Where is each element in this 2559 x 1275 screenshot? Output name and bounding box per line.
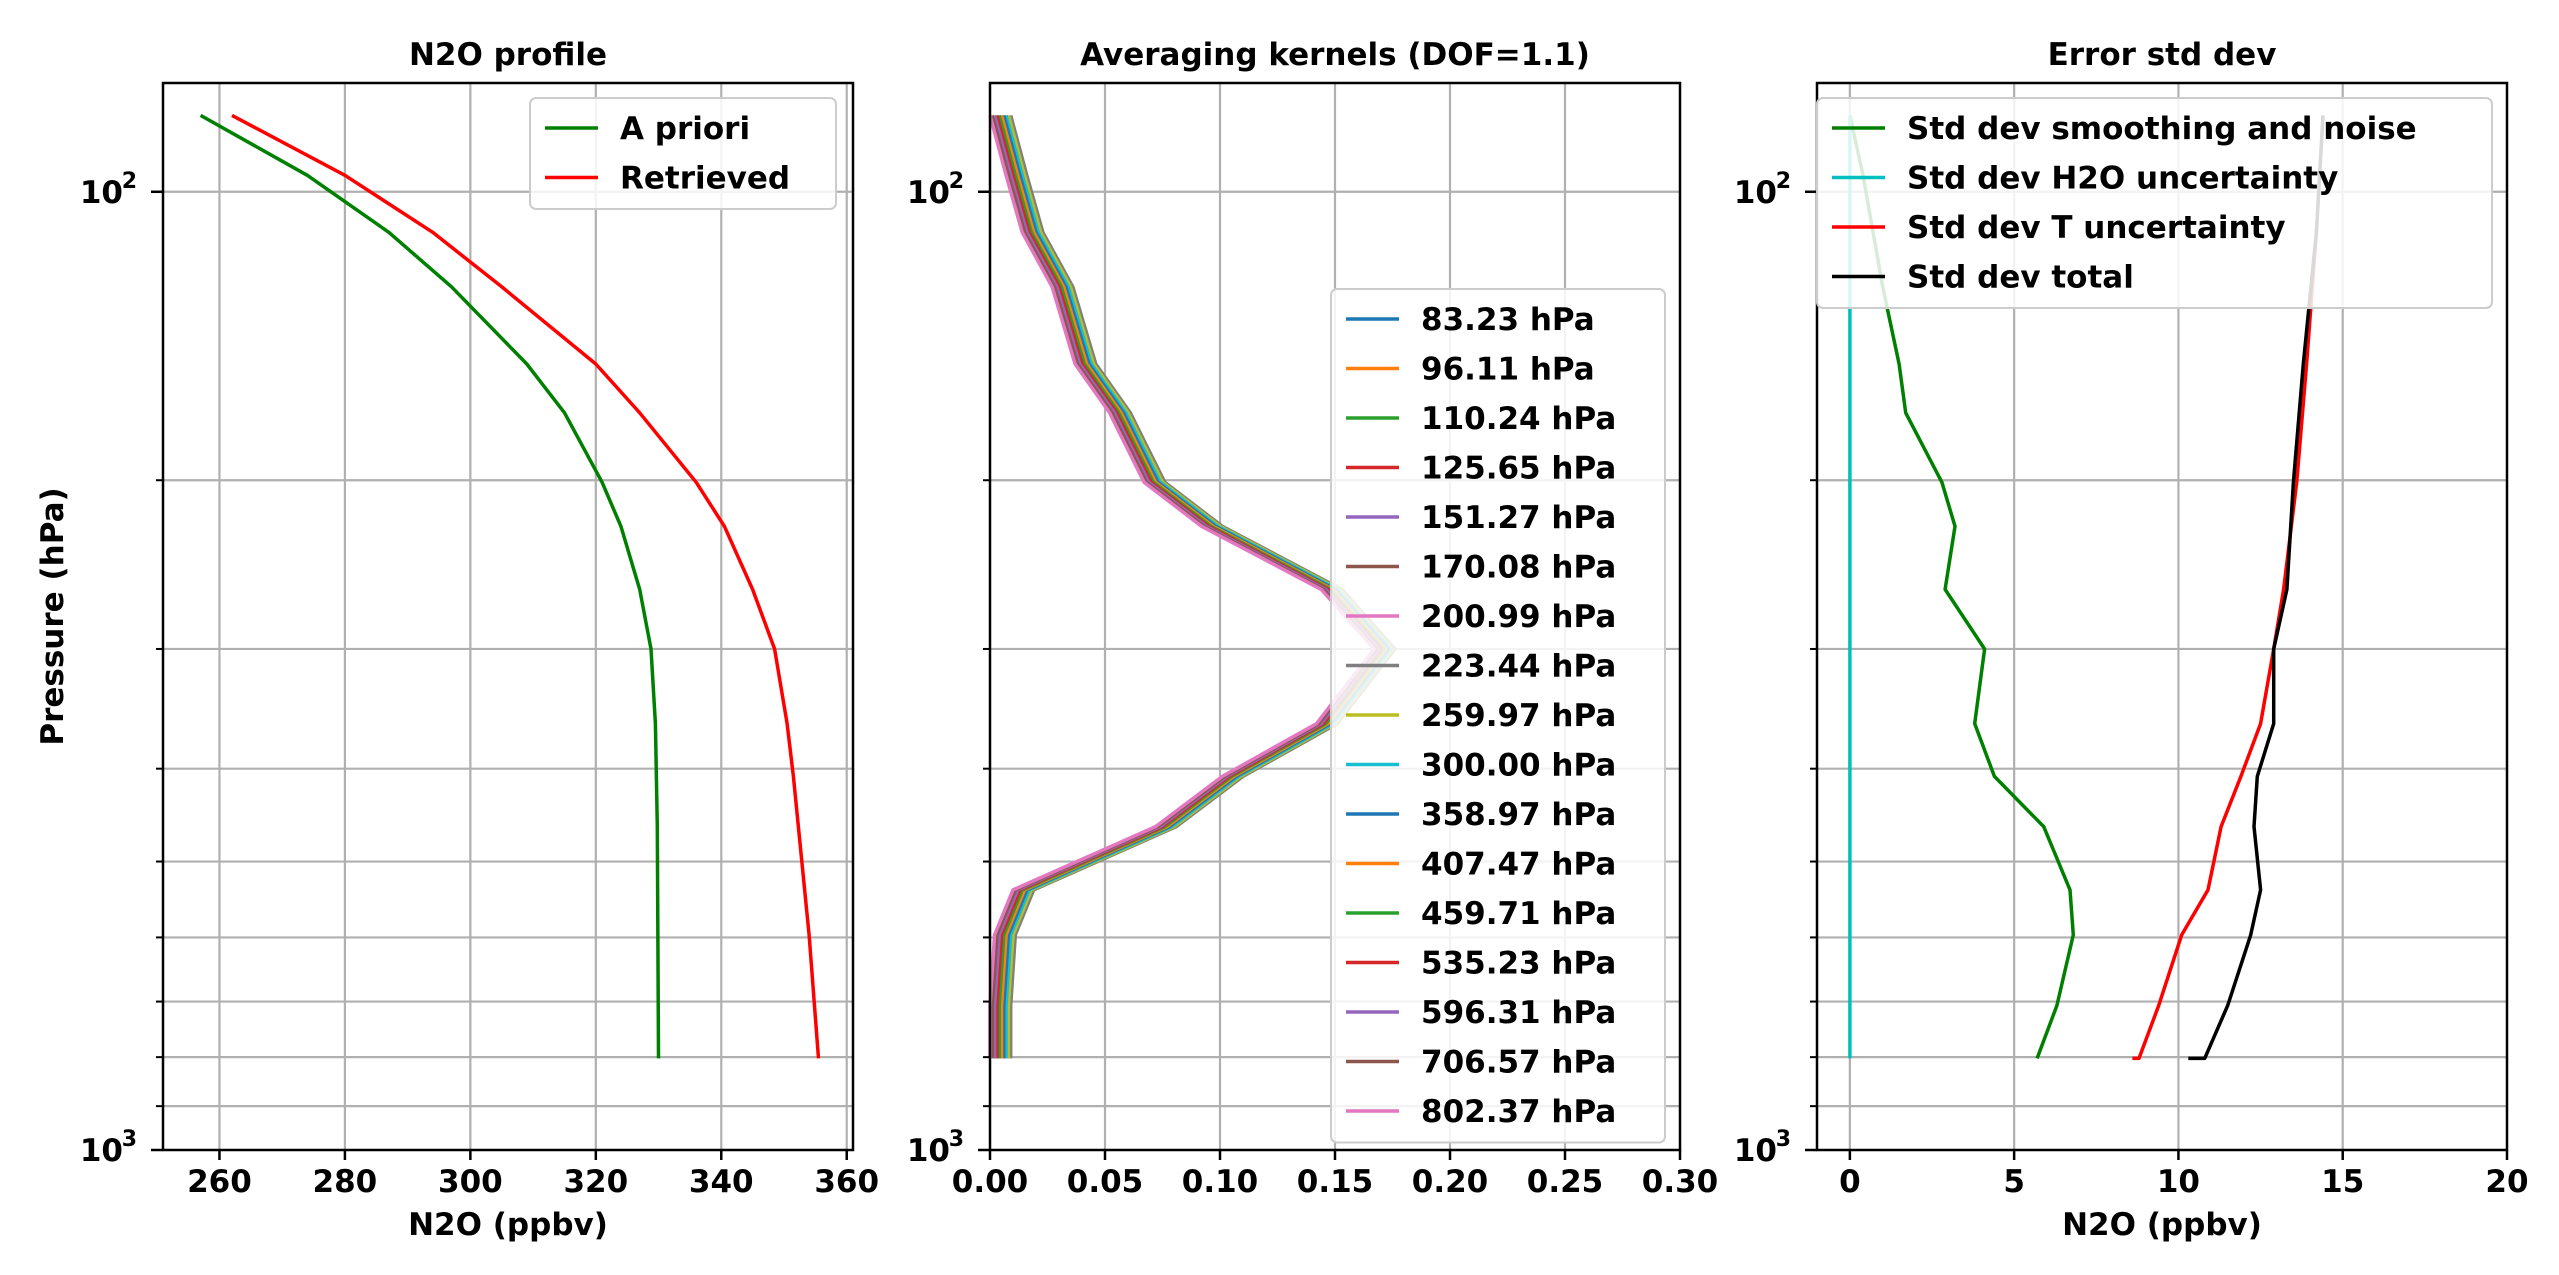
- y-tick-mantissa: 10: [1734, 1133, 1777, 1169]
- legend-label: 125.65 hPa: [1421, 451, 1616, 487]
- legend-label: 802.37 hPa: [1421, 1094, 1616, 1130]
- series-line: [2188, 115, 2325, 1061]
- y-tick-mantissa: 10: [907, 175, 950, 211]
- x-tick-label: 20: [2485, 1164, 2528, 1200]
- x-axis-label: N2O (ppbv): [2062, 1207, 2262, 1243]
- panel-title: Averaging kernels (DOF=1.1): [1080, 37, 1590, 73]
- x-tick-label: 300: [438, 1164, 503, 1200]
- x-tick-label: 320: [563, 1164, 628, 1200]
- y-tick-exponent: 2: [949, 169, 964, 194]
- x-tick-label: 10: [2157, 1164, 2200, 1200]
- legend-label: Retrieved: [620, 161, 790, 197]
- series-lines: [199, 113, 821, 1059]
- x-tick-label: 5: [2003, 1164, 2025, 1200]
- axes-frame: [1815, 81, 2509, 1152]
- legend-label: Std dev H2O uncertainty: [1907, 161, 2338, 197]
- legend-label: 83.23 hPa: [1421, 302, 1595, 338]
- x-tick-label: 280: [313, 1164, 378, 1200]
- legend-label: Std dev total: [1907, 260, 2134, 296]
- x-tick-label: 0.25: [1527, 1164, 1604, 1200]
- series-lines: [1848, 115, 2325, 1061]
- x-tick-label: 0.00: [952, 1164, 1029, 1200]
- x-tick-label: 0.15: [1297, 1164, 1374, 1200]
- legend-label: 459.71 hPa: [1421, 896, 1616, 932]
- series-line: [231, 113, 821, 1059]
- legend-box: [1330, 288, 1666, 1144]
- series-line: [199, 113, 661, 1059]
- legend-label: 407.47 hPa: [1421, 847, 1616, 883]
- legend-label: A priori: [620, 111, 750, 147]
- x-tick-label: 0.30: [1642, 1164, 1719, 1200]
- legend-label: Std dev T uncertainty: [1907, 210, 2286, 246]
- y-tick-exponent: 2: [1776, 169, 1791, 194]
- legend-label: 151.27 hPa: [1421, 500, 1616, 536]
- legend: 83.23 hPa 96.11 hPa 110.24 hPa 125.65 hPa 15…: [1330, 288, 1666, 1144]
- legend-label: 200.99 hPa: [1421, 599, 1616, 635]
- x-tick-label: 0: [1839, 1164, 1861, 1200]
- legend-box: [529, 97, 837, 210]
- x-tick-label: 360: [814, 1164, 879, 1200]
- y-tick-mantissa: 10: [80, 175, 123, 211]
- series-line: [988, 114, 1376, 1059]
- y-tick-mantissa: 10: [1734, 175, 1777, 211]
- legend-label: 300.00 hPa: [1421, 748, 1616, 784]
- legend-label: 223.44 hPa: [1421, 649, 1616, 685]
- legend-label: Std dev smoothing and noise: [1907, 111, 2417, 147]
- legend-label: 259.97 hPa: [1421, 698, 1616, 734]
- panel-title: Error std dev: [2048, 37, 2277, 73]
- y-axis-label: Pressure (hPa): [35, 487, 71, 745]
- x-tick-label: 0.10: [1182, 1164, 1259, 1200]
- x-tick-label: 15: [2321, 1164, 2364, 1200]
- legend-label: 535.23 hPa: [1421, 946, 1616, 982]
- legend-box: [1816, 97, 2493, 309]
- legend: Std dev smoothing and noise Std dev H2O u…: [1816, 97, 2493, 309]
- legend-label: 358.97 hPa: [1421, 797, 1616, 833]
- legend-label: 96.11 hPa: [1421, 352, 1595, 388]
- legend-label: 706.57 hPa: [1421, 1045, 1616, 1081]
- y-tick-exponent: 2: [122, 169, 137, 194]
- y-tick-mantissa: 10: [80, 1133, 123, 1169]
- legend-label: 110.24 hPa: [1421, 401, 1616, 437]
- series-line: [1848, 115, 2076, 1060]
- series-line: [2132, 115, 2325, 1061]
- y-tick-exponent: 3: [949, 1127, 964, 1152]
- x-tick-label: 260: [187, 1164, 252, 1200]
- x-tick-label: 0.05: [1067, 1164, 1144, 1200]
- x-axis-label: N2O (ppbv): [408, 1207, 608, 1243]
- panel-title: N2O profile: [409, 37, 607, 73]
- x-tick-label: 0.20: [1412, 1164, 1489, 1200]
- legend-label: 596.31 hPa: [1421, 995, 1616, 1031]
- axes-frame: [161, 81, 855, 1152]
- y-tick-exponent: 3: [1776, 1127, 1791, 1152]
- x-tick-label: 340: [689, 1164, 754, 1200]
- panel-averaging-kernels: 0.00 0.05 0.10 0.15 0.20 0.25 0.30102103Averag…: [907, 37, 1718, 1200]
- y-tick-exponent: 3: [122, 1127, 137, 1152]
- legend-label: 170.08 hPa: [1421, 550, 1616, 586]
- legend: A priori Retrieved: [529, 97, 837, 210]
- y-tick-mantissa: 10: [907, 1133, 950, 1169]
